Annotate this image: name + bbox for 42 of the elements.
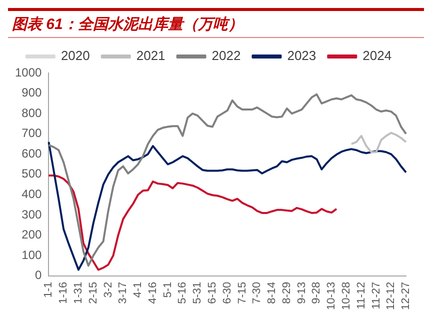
x-tick-label: 1-1 <box>42 282 55 298</box>
x-tick-label: 12-27 <box>400 282 412 310</box>
x-tick-label: 3-17 <box>117 282 130 304</box>
y-tick-label: 800 <box>22 106 42 120</box>
y-tick-label: 500 <box>22 166 42 181</box>
legend-label: 2024 <box>362 48 392 64</box>
x-tick-label: 12-12 <box>385 282 398 310</box>
x-tick-label: 5-16 <box>176 282 189 304</box>
x-tick-label: 10-13 <box>326 282 338 310</box>
x-tick-label: 8-29 <box>280 282 293 304</box>
x-tick-label: 9-28 <box>310 282 323 304</box>
legend-label: 2020 <box>60 48 90 64</box>
y-tick-label: 400 <box>22 187 42 202</box>
x-tick-label: 1-16 <box>58 282 70 304</box>
x-tick-label: 10-28 <box>340 282 352 310</box>
x-tick-label: 7-15 <box>236 282 248 304</box>
y-tick-label: 0 <box>35 268 42 282</box>
chart-title: 图表 61：全国水泥出库量（万吨） <box>8 8 424 38</box>
x-tick-label: 7-30 <box>251 282 264 304</box>
y-tick-label: 1000 <box>14 65 42 80</box>
x-tick-label: 4-1 <box>132 282 144 298</box>
x-tick-label: 3-2 <box>102 282 114 298</box>
x-tick-label: 4-16 <box>146 282 159 304</box>
x-tick-label: 6-15 <box>206 282 218 304</box>
x-tick-label: 5-1 <box>162 282 174 298</box>
y-tick-label: 200 <box>22 228 42 242</box>
x-tick-label: 11-12 <box>355 282 368 310</box>
x-tick-label: 11-27 <box>370 282 382 310</box>
y-tick-label: 900 <box>22 86 42 100</box>
y-tick-label: 100 <box>22 248 42 262</box>
x-tick-label: 5-31 <box>192 282 204 304</box>
legend-label: 2021 <box>136 48 166 64</box>
y-tick-label: 300 <box>22 207 42 222</box>
x-tick-label: 1-31 <box>72 282 84 304</box>
y-tick-label: 700 <box>22 126 42 140</box>
x-tick-label: 2-15 <box>87 282 100 304</box>
x-tick-label: 6-30 <box>221 282 234 304</box>
legend-label: 2023 <box>287 48 316 64</box>
x-tick-label: 8-14 <box>266 282 278 304</box>
y-tick-label: 600 <box>22 146 42 160</box>
legend-label: 2022 <box>212 48 241 64</box>
x-tick-label: 9-13 <box>296 282 308 304</box>
